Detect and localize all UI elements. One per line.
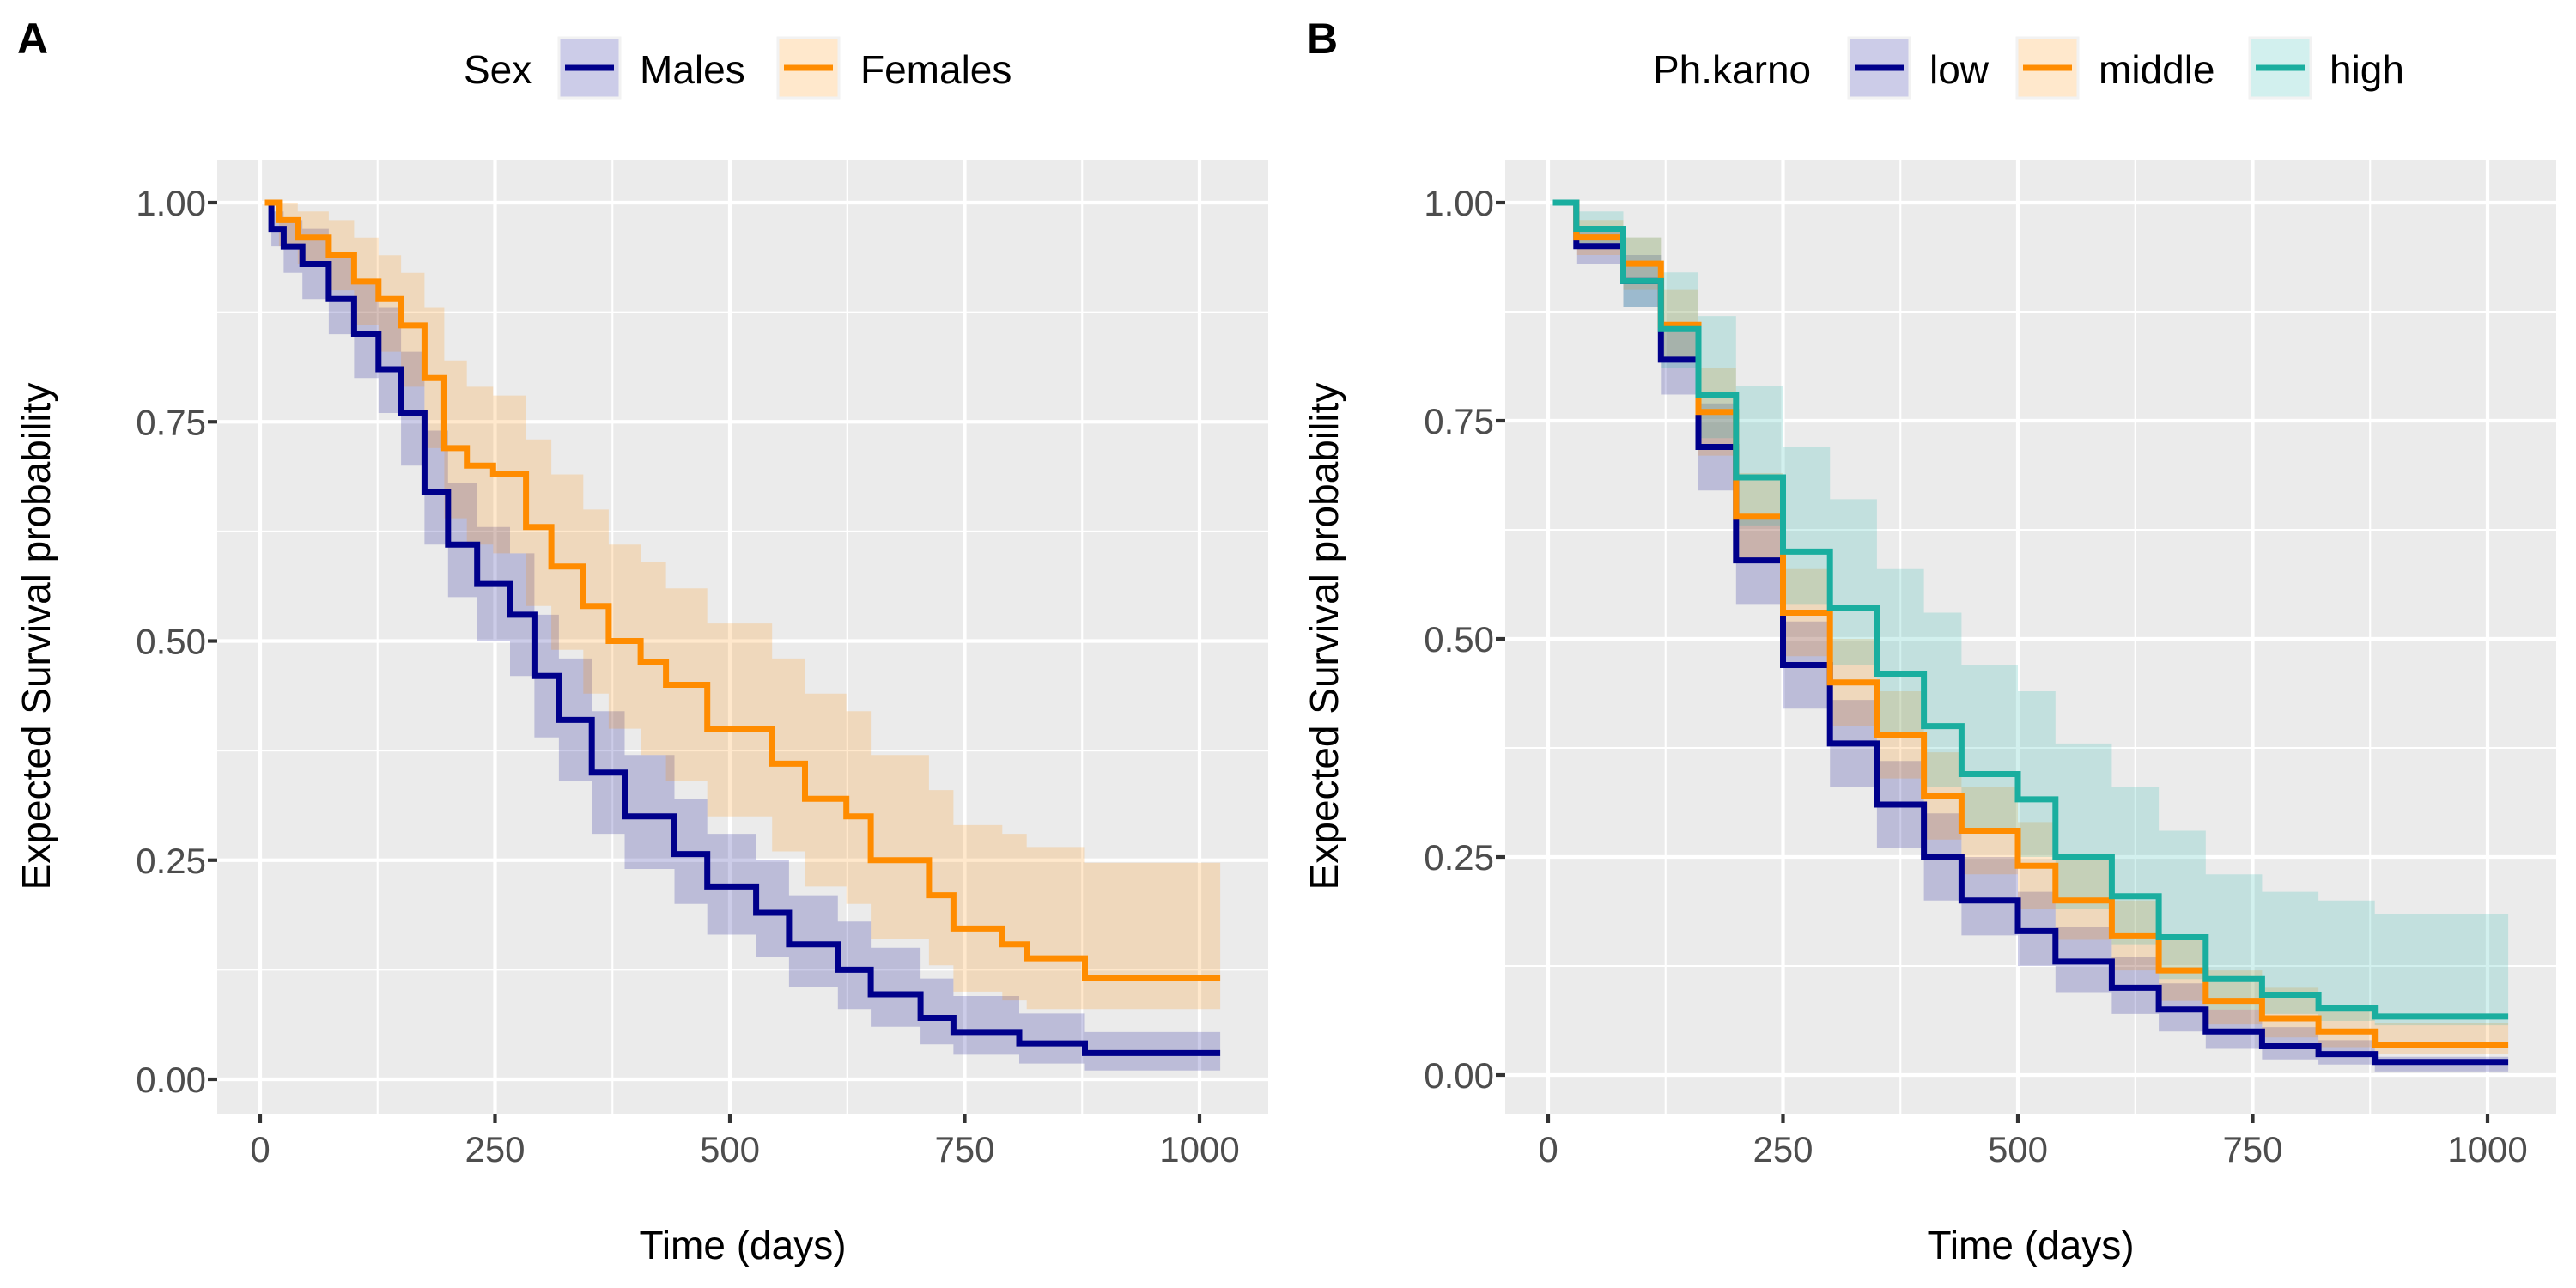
x-tick-label: 250 <box>1753 1129 1813 1170</box>
panel-letter-b: B <box>1307 15 1338 63</box>
survival-curve-middle <box>1552 199 2509 1048</box>
y-tick-label: 0.75 <box>1424 401 1494 441</box>
legend-label-males: Males <box>640 47 745 92</box>
legend-b: Ph.karno low middle high <box>1653 36 2404 100</box>
y-tick-label: 0.25 <box>136 841 206 881</box>
y-tick-label: 1.00 <box>136 183 206 223</box>
confidence-band-high <box>1552 203 2509 1026</box>
x-tick-label: 0 <box>1538 1129 1558 1170</box>
y-axis-title-a: Expected Survival probability <box>14 383 58 890</box>
panel-a: A Sex Males Females Expected Survival pr… <box>14 15 1268 1267</box>
x-tick-label: 0 <box>250 1129 270 1170</box>
legend-label-females: Females <box>860 47 1012 92</box>
confidence-band-low <box>1552 203 2509 1072</box>
y-tick-label: 1.00 <box>1424 183 1494 223</box>
y-tick-label: 0.00 <box>1424 1055 1494 1096</box>
confidence-bands-a <box>264 203 1221 1071</box>
legend-label-middle: middle <box>2099 47 2215 92</box>
legend-a: Sex Males Females <box>464 36 1012 100</box>
survival-curve-high <box>1552 199 2509 1020</box>
survival-curves-b <box>1552 199 2509 1066</box>
y-tick-label: 0.25 <box>1424 837 1494 878</box>
y-tick-label: 0.50 <box>136 622 206 662</box>
survival-curve-females <box>264 199 1221 981</box>
plot-area-b <box>1505 160 2556 1114</box>
legend-title-b: Ph.karno <box>1653 47 1811 92</box>
confidence-band-males <box>264 203 1221 1071</box>
legend-item-middle[interactable]: middle <box>2015 36 2215 100</box>
legend-item-low[interactable]: low <box>1847 36 1990 100</box>
confidence-band-middle <box>1552 203 2509 1054</box>
x-tick-label: 250 <box>465 1129 525 1170</box>
legend-title-a: Sex <box>464 47 532 92</box>
survival-curves-a <box>264 199 1221 1056</box>
legend-label-low: low <box>1929 47 1990 92</box>
plot-area-a <box>217 160 1268 1114</box>
panel-letter-a: A <box>17 15 48 63</box>
gridlines-b <box>1505 160 2556 1114</box>
y-axis-title-b: Expected Survival probability <box>1302 383 1346 890</box>
legend-item-males[interactable]: Males <box>557 36 745 100</box>
legend-item-high[interactable]: high <box>2248 36 2404 100</box>
confidence-band-females <box>264 203 1221 1010</box>
x-tick-label: 1000 <box>1159 1129 1239 1170</box>
x-tick-label: 500 <box>700 1129 760 1170</box>
axes-b: 0.00 0.25 0.50 0.75 1.00 0 250 500 750 1000 <box>1424 183 2527 1170</box>
y-tick-label: 0.75 <box>136 402 206 442</box>
x-tick-label: 1000 <box>2447 1129 2527 1170</box>
survival-curve-males <box>264 199 1221 1056</box>
y-tick-label: 0.00 <box>136 1060 206 1100</box>
legend-item-females[interactable]: Females <box>776 36 1012 100</box>
panel-b: B Ph.karno low middle high Expected Surv… <box>1302 15 2556 1267</box>
confidence-bands-b <box>1552 203 2509 1072</box>
axes-a: 0.00 0.25 0.50 0.75 1.00 0 250 500 750 1000 <box>136 183 1239 1170</box>
y-tick-label: 0.50 <box>1424 619 1494 659</box>
gridlines-a <box>217 160 1268 1114</box>
x-axis-title-a: Time (days) <box>639 1223 846 1267</box>
x-axis-title-b: Time (days) <box>1927 1223 2134 1267</box>
x-tick-label: 750 <box>2222 1129 2282 1170</box>
legend-label-high: high <box>2330 47 2404 92</box>
survival-curve-low <box>1552 199 2509 1066</box>
x-tick-label: 750 <box>934 1129 994 1170</box>
x-tick-label: 500 <box>1988 1129 2048 1170</box>
